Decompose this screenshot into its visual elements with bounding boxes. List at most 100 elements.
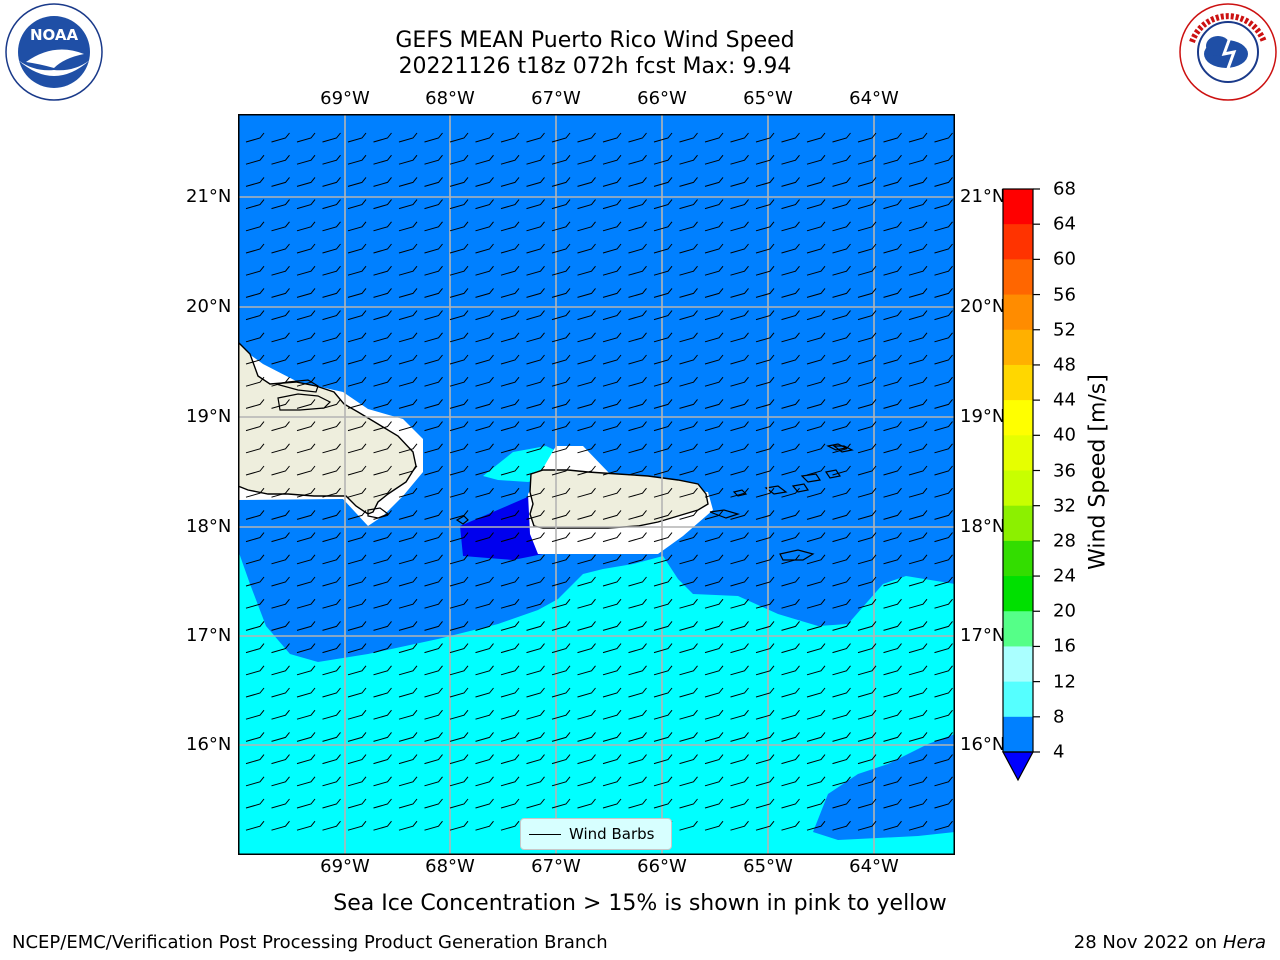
wind-barb (857, 421, 877, 432)
wind-barb (934, 643, 953, 654)
wind-barb (475, 554, 494, 565)
wind-barb (398, 132, 418, 143)
wind-barb (832, 465, 851, 476)
wind-barb (730, 354, 749, 365)
wind-barb (296, 465, 316, 476)
wind-barb (832, 598, 851, 609)
wind-barb (373, 643, 392, 654)
wind-barb (781, 754, 800, 765)
wind-barb (373, 132, 392, 143)
wind-barb (449, 732, 469, 742)
wind-barb (883, 687, 902, 698)
wind-barb (373, 687, 392, 698)
colorbar-tick-label: 32 (1053, 495, 1076, 517)
wind-barb (475, 665, 494, 676)
wind-barb (781, 732, 800, 742)
wind-field-0-4 (460, 496, 543, 560)
wind-barb (398, 621, 418, 631)
wind-barb (883, 621, 902, 631)
wind-barb (628, 199, 647, 210)
wind-barb (730, 510, 749, 520)
wind-barb (373, 465, 392, 476)
wind-barb (500, 443, 520, 454)
wind-barb (934, 776, 953, 787)
wind-barb (398, 487, 418, 498)
lon-label-bottom-66w: 66°W (637, 856, 687, 877)
map-gridlines (238, 114, 955, 855)
wind-barb (347, 288, 367, 298)
wind-barb (781, 687, 800, 698)
colorbar-bin (1003, 646, 1033, 683)
wind-barb (245, 154, 265, 165)
wind-barb (245, 265, 265, 276)
wind-barb (755, 665, 775, 676)
wind-barb (781, 177, 800, 187)
wind-barb (322, 199, 341, 210)
wind-barb (526, 265, 545, 276)
wind-barb (755, 487, 775, 498)
wind-barb (449, 754, 469, 765)
wind-barb (347, 576, 367, 587)
wind-barb (322, 510, 341, 520)
wind-barb (296, 576, 316, 587)
wind-barb (526, 576, 545, 587)
wind-barb (373, 732, 392, 742)
wind-barb (653, 332, 673, 343)
wind-barb (602, 510, 622, 520)
wind-barb (577, 154, 596, 165)
lat-label-left-16n: 16°N (186, 734, 232, 755)
wind-barb (398, 265, 418, 276)
wind-barb (500, 221, 520, 232)
wind-barb (322, 487, 341, 498)
wind-barb (883, 332, 902, 343)
wind-barb (296, 132, 316, 143)
wind-barb (551, 376, 571, 387)
wind-barb (271, 221, 290, 232)
wind-barb (908, 820, 928, 831)
wind-barb (730, 576, 749, 587)
wind-barb (704, 798, 724, 809)
wind-barb (424, 376, 443, 387)
land-hispaniola-north-coast (277, 393, 332, 411)
wind-barb (373, 754, 392, 765)
wind-barb (296, 288, 316, 298)
wind-barb (449, 132, 469, 143)
wind-barb (704, 288, 724, 298)
wind-barb (347, 709, 367, 720)
wind-barb (679, 132, 698, 143)
wind-barb (832, 732, 851, 742)
wind-barb (730, 443, 749, 454)
colorbar-bin (1003, 470, 1033, 507)
wind-barb (679, 288, 698, 298)
wind-barb (653, 554, 673, 565)
wind-barb (424, 532, 443, 543)
wind-barb (398, 665, 418, 676)
wind-barb (449, 687, 469, 698)
wind-barb (857, 576, 877, 587)
wind-barb (347, 687, 367, 698)
wind-barb (271, 265, 290, 276)
wind-barb (245, 399, 265, 409)
wind-barb (934, 221, 953, 232)
wind-barb (424, 621, 443, 631)
colorbar-title: Wind Speed [m/s] (1085, 374, 1111, 570)
wind-barb (679, 265, 698, 276)
wind-barb (500, 265, 520, 276)
wind-barb (704, 576, 724, 587)
wind-barb (602, 154, 622, 165)
wind-barb (245, 687, 265, 698)
wind-barb (551, 798, 571, 809)
wind-barb (806, 776, 826, 787)
wind-barb (883, 709, 902, 720)
wind-barb (347, 665, 367, 676)
wind-barb (653, 532, 673, 543)
wind-barb (755, 532, 775, 543)
wind-barb (245, 376, 265, 387)
wind-barb (373, 798, 392, 809)
wind-barb (755, 332, 775, 343)
wind-barb (679, 820, 698, 831)
wind-barb (781, 465, 800, 476)
wind-barb (526, 598, 545, 609)
colorbar-bin (1003, 189, 1033, 225)
wind-barb (526, 177, 545, 187)
